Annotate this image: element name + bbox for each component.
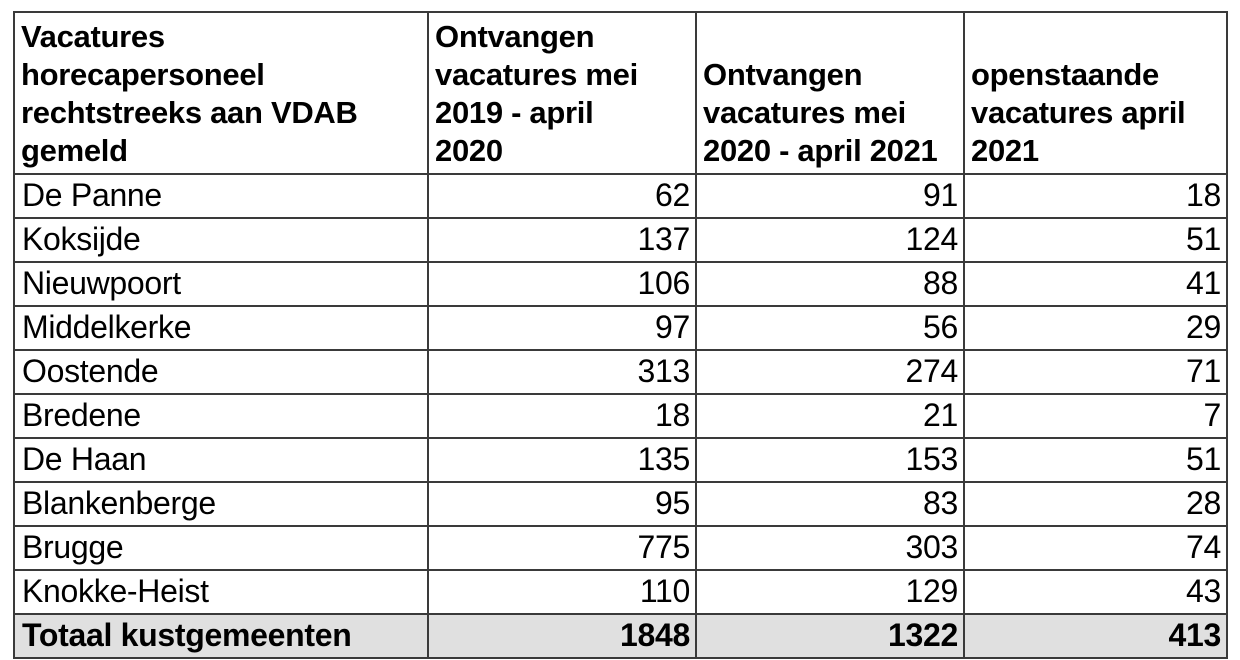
table-row-nieuwpoort: Nieuwpoort 106 88 41: [13, 261, 1228, 307]
value-cell: 51: [963, 437, 1228, 483]
value-cell: 129: [695, 569, 965, 615]
value-cell: 7: [963, 393, 1228, 439]
municipality-cell: Koksijde: [13, 217, 429, 263]
header-municipality: Vacatures horecapersoneel rechtstreeks a…: [13, 11, 429, 175]
total-label-cell: Totaal kustgemeenten: [13, 613, 429, 659]
value-cell: 83: [695, 481, 965, 527]
value-cell: 51: [963, 217, 1228, 263]
municipality-cell: Knokke-Heist: [13, 569, 429, 615]
header-received-2020-2021: Ontvangen vacatures mei 2020 - april 202…: [695, 11, 965, 175]
value-cell: 62: [427, 173, 697, 219]
value-cell: 21: [695, 393, 965, 439]
table-row-de-panne: De Panne 62 91 18: [13, 173, 1228, 219]
municipality-cell: De Panne: [13, 173, 429, 219]
municipality-cell: Nieuwpoort: [13, 261, 429, 307]
value-cell: 274: [695, 349, 965, 395]
table-row-koksijde: Koksijde 137 124 51: [13, 217, 1228, 263]
table-row-blankenberge: Blankenberge 95 83 28: [13, 481, 1228, 527]
municipality-cell: Brugge: [13, 525, 429, 571]
value-cell: 313: [427, 349, 697, 395]
value-cell: 56: [695, 305, 965, 351]
municipality-cell: De Haan: [13, 437, 429, 483]
value-cell: 43: [963, 569, 1228, 615]
municipality-cell: Blankenberge: [13, 481, 429, 527]
value-cell: 110: [427, 569, 697, 615]
table-row-bredene: Bredene 18 21 7: [13, 393, 1228, 439]
value-cell: 29: [963, 305, 1228, 351]
value-cell: 91: [695, 173, 965, 219]
table-row-middelkerke: Middelkerke 97 56 29: [13, 305, 1228, 351]
vacancies-table: Vacatures horecapersoneel rechtstreeks a…: [13, 11, 1228, 659]
table-row-oostende: Oostende 313 274 71: [13, 349, 1228, 395]
header-received-2019-2020: Ontvangen vacatures mei 2019 - april 202…: [427, 11, 697, 175]
value-cell: 71: [963, 349, 1228, 395]
value-cell: 124: [695, 217, 965, 263]
value-cell: 18: [963, 173, 1228, 219]
table-row-de-haan: De Haan 135 153 51: [13, 437, 1228, 483]
value-cell: 28: [963, 481, 1228, 527]
table-row-total: Totaal kustgemeenten 1848 1322 413: [13, 613, 1228, 659]
total-value-cell: 413: [963, 613, 1228, 659]
value-cell: 74: [963, 525, 1228, 571]
value-cell: 135: [427, 437, 697, 483]
value-cell: 88: [695, 261, 965, 307]
value-cell: 153: [695, 437, 965, 483]
value-cell: 775: [427, 525, 697, 571]
value-cell: 18: [427, 393, 697, 439]
value-cell: 41: [963, 261, 1228, 307]
header-open-april-2021: openstaande vacatures april 2021: [963, 11, 1228, 175]
value-cell: 303: [695, 525, 965, 571]
header-row: Vacatures horecapersoneel rechtstreeks a…: [13, 11, 1228, 175]
value-cell: 137: [427, 217, 697, 263]
value-cell: 95: [427, 481, 697, 527]
table-row-brugge: Brugge 775 303 74: [13, 525, 1228, 571]
municipality-cell: Bredene: [13, 393, 429, 439]
municipality-cell: Middelkerke: [13, 305, 429, 351]
municipality-cell: Oostende: [13, 349, 429, 395]
total-value-cell: 1848: [427, 613, 697, 659]
table-row-knokke-heist: Knokke-Heist 110 129 43: [13, 569, 1228, 615]
total-value-cell: 1322: [695, 613, 965, 659]
value-cell: 97: [427, 305, 697, 351]
value-cell: 106: [427, 261, 697, 307]
